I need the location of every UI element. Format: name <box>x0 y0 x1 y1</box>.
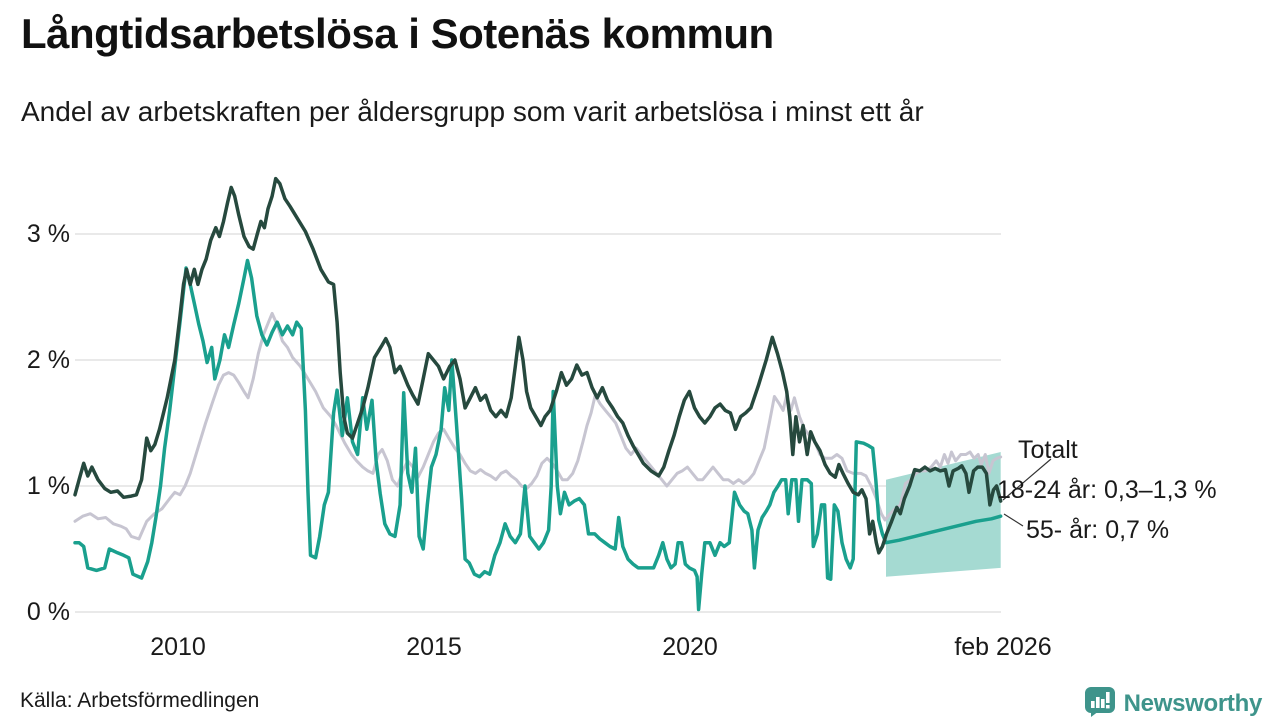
brand-lockup: Newsworthy <box>1083 686 1262 720</box>
newsworthy-logo-icon <box>1083 686 1117 720</box>
y-axis-tick-3: 3 % <box>26 220 70 248</box>
x-axis-tick-2015: 2015 <box>406 633 462 661</box>
page-title: Långtidsarbetslösa i Sotenäs kommun <box>21 10 774 57</box>
series-label-18-24: 18-24 år: 0,3–1,3 % <box>997 476 1217 504</box>
series-label-totalt: Totalt <box>1018 436 1078 464</box>
series-label-55: 55- år: 0,7 % <box>1026 516 1170 544</box>
y-axis-tick-0: 0 % <box>26 598 70 626</box>
x-axis-tick-2020: 2020 <box>662 633 718 661</box>
brand-name: Newsworthy <box>1123 690 1263 717</box>
page-subtitle: Andel av arbetskraften per åldersgrupp s… <box>21 96 924 127</box>
y-axis-tick-1: 1 % <box>26 472 70 500</box>
source-credit: Källa: Arbetsförmedlingen <box>20 689 260 712</box>
x-axis-tick-feb-2026: feb 2026 <box>954 633 1052 661</box>
x-axis-tick-2010: 2010 <box>150 633 206 661</box>
y-axis-tick-2: 2 % <box>26 346 70 374</box>
